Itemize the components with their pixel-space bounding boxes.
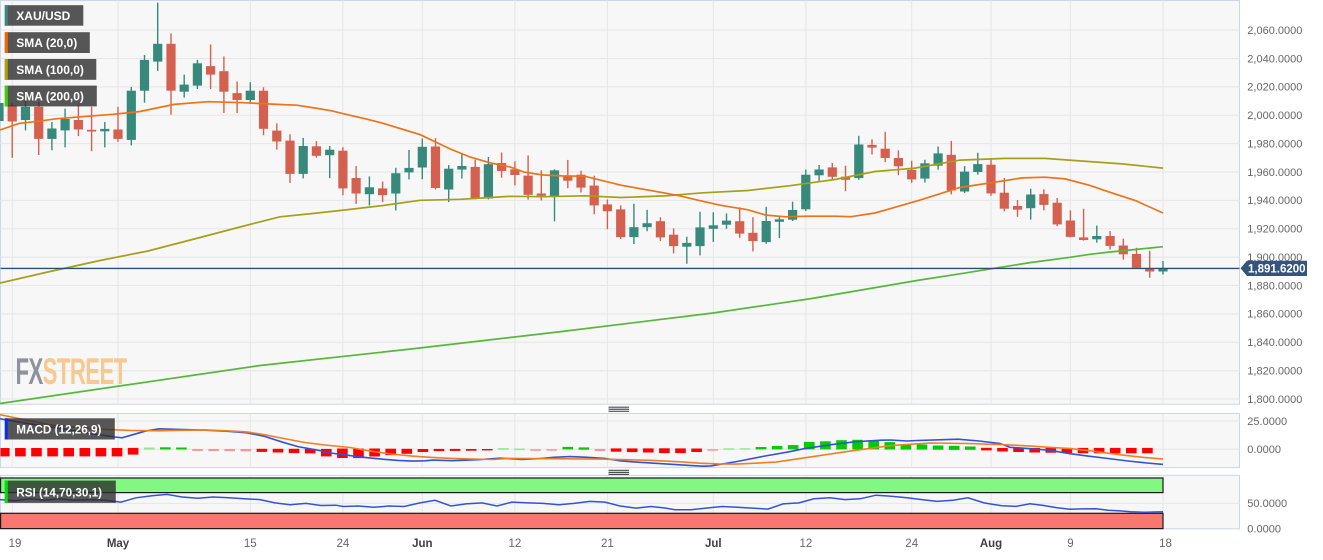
svg-text:9: 9 — [1067, 538, 1073, 550]
svg-text:1,860.0000: 1,860.0000 — [1247, 309, 1302, 321]
svg-text:1,920.0000: 1,920.0000 — [1247, 224, 1302, 236]
svg-text:Jul: Jul — [705, 538, 722, 550]
svg-text:24: 24 — [905, 538, 918, 550]
svg-text:XAU/USD: XAU/USD — [16, 9, 70, 23]
svg-text:1,940.0000: 1,940.0000 — [1247, 195, 1302, 207]
svg-text:Aug: Aug — [980, 538, 1002, 550]
svg-text:50.0000: 50.0000 — [1247, 498, 1287, 510]
svg-text:SMA (200,0): SMA (200,0) — [16, 90, 84, 104]
svg-text:SMA (20,0): SMA (20,0) — [16, 36, 77, 50]
svg-text:2,060.0000: 2,060.0000 — [1247, 25, 1302, 37]
svg-text:15: 15 — [244, 538, 257, 550]
svg-text:1,820.0000: 1,820.0000 — [1247, 366, 1302, 378]
svg-text:1,960.0000: 1,960.0000 — [1247, 167, 1302, 179]
svg-text:SMA (100,0): SMA (100,0) — [16, 63, 84, 77]
svg-text:12: 12 — [509, 538, 522, 550]
svg-text:2,000.0000: 2,000.0000 — [1247, 110, 1302, 122]
svg-text:2,020.0000: 2,020.0000 — [1247, 82, 1302, 94]
svg-text:Jun: Jun — [412, 538, 432, 550]
svg-text:21: 21 — [601, 538, 614, 550]
svg-text:25.0000: 25.0000 — [1247, 416, 1287, 428]
svg-text:19: 19 — [9, 538, 22, 550]
svg-text:24: 24 — [337, 538, 350, 550]
svg-text:1,980.0000: 1,980.0000 — [1247, 138, 1302, 150]
svg-text:MACD (12,26,9): MACD (12,26,9) — [16, 423, 101, 436]
svg-text:May: May — [107, 538, 130, 550]
svg-text:FXSTREET: FXSTREET — [16, 351, 128, 392]
svg-text:1,840.0000: 1,840.0000 — [1247, 337, 1302, 349]
svg-text:18: 18 — [1159, 538, 1172, 550]
svg-text:RSI (14,70,30,1): RSI (14,70,30,1) — [16, 486, 102, 499]
svg-text:2,040.0000: 2,040.0000 — [1247, 53, 1302, 65]
svg-text:1,880.0000: 1,880.0000 — [1247, 280, 1302, 292]
svg-text:0.0000: 0.0000 — [1247, 444, 1281, 456]
svg-text:12: 12 — [800, 538, 813, 550]
svg-text:0.0000: 0.0000 — [1247, 523, 1281, 535]
svg-text:1,800.0000: 1,800.0000 — [1247, 394, 1302, 406]
svg-text:1,891.6200: 1,891.6200 — [1248, 264, 1306, 276]
